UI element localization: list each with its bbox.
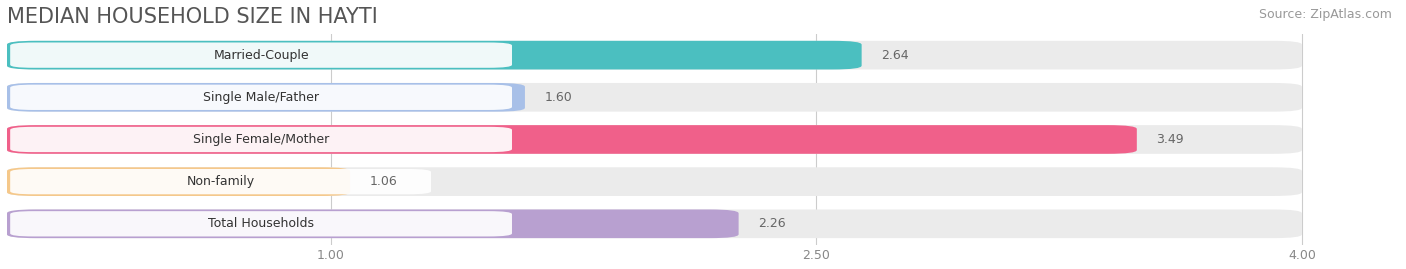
FancyBboxPatch shape [7,125,1302,154]
FancyBboxPatch shape [7,210,1302,238]
FancyBboxPatch shape [10,43,512,68]
FancyBboxPatch shape [7,125,1137,154]
Text: MEDIAN HOUSEHOLD SIZE IN HAYTI: MEDIAN HOUSEHOLD SIZE IN HAYTI [7,7,378,27]
Text: Single Female/Mother: Single Female/Mother [193,133,329,146]
FancyBboxPatch shape [7,83,1302,112]
FancyBboxPatch shape [10,211,512,236]
Text: 1.06: 1.06 [370,175,398,188]
Text: Non-family: Non-family [187,175,254,188]
Text: Married-Couple: Married-Couple [214,49,309,62]
FancyBboxPatch shape [7,41,1302,69]
Text: Total Households: Total Households [208,217,314,230]
FancyBboxPatch shape [10,85,512,110]
FancyBboxPatch shape [7,41,862,69]
Text: Source: ZipAtlas.com: Source: ZipAtlas.com [1258,8,1392,21]
FancyBboxPatch shape [10,127,512,152]
FancyBboxPatch shape [7,83,524,112]
FancyBboxPatch shape [10,169,432,194]
Text: 1.60: 1.60 [544,91,572,104]
Text: 2.26: 2.26 [758,217,786,230]
Text: 2.64: 2.64 [882,49,908,62]
Text: 3.49: 3.49 [1156,133,1184,146]
FancyBboxPatch shape [7,167,1302,196]
Text: Single Male/Father: Single Male/Father [202,91,319,104]
FancyBboxPatch shape [7,210,738,238]
FancyBboxPatch shape [7,167,350,196]
